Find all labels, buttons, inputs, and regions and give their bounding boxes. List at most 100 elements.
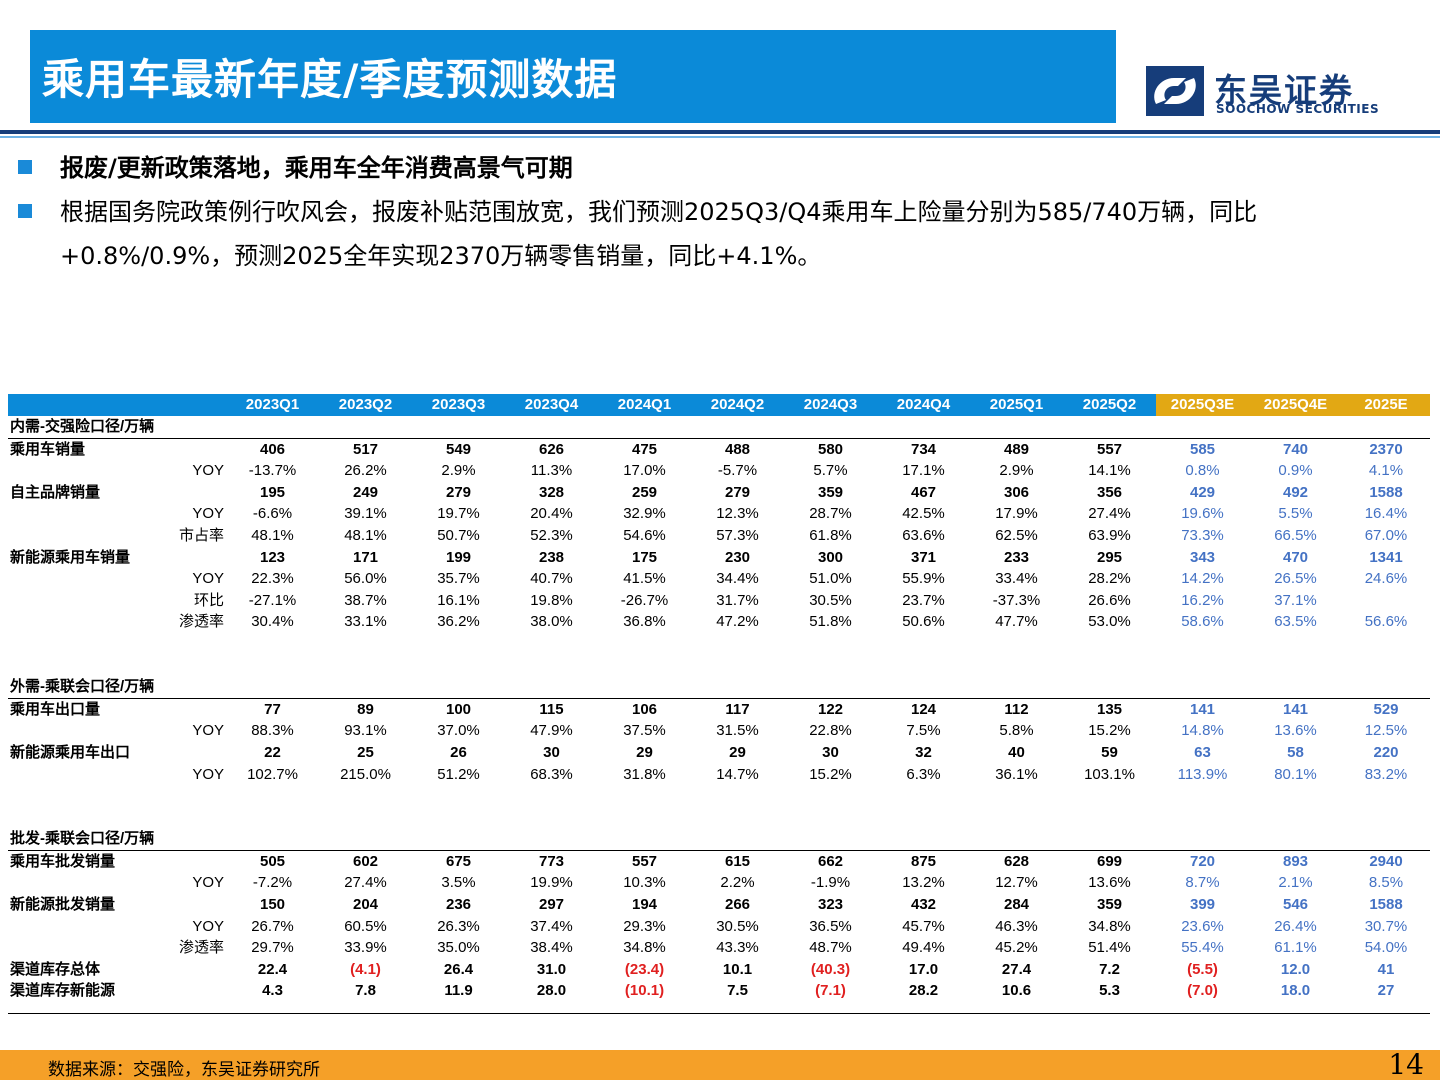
section-fill bbox=[877, 828, 970, 851]
table-cell: -26.7% bbox=[620, 591, 669, 609]
table-row bbox=[8, 655, 1430, 677]
table-cell: 141 bbox=[1282, 700, 1309, 718]
table-cell: 141 bbox=[1189, 700, 1216, 718]
table-cell: 50.6% bbox=[902, 613, 945, 631]
table-cell: 475 bbox=[631, 440, 658, 458]
table-cell: 300 bbox=[817, 548, 844, 566]
table-cell: 546 bbox=[1282, 896, 1309, 914]
table-cell: 557 bbox=[631, 852, 658, 870]
table-cell: 279 bbox=[724, 483, 751, 501]
bullet-text: 根据国务院政策例行吹风会，报废补贴范围放宽，我们预测2025Q3/Q4乘用车上险… bbox=[60, 198, 1258, 270]
row-label: 乘用车出口量 bbox=[10, 700, 101, 718]
table-cell: 171 bbox=[352, 548, 379, 566]
table-cell: 11.9 bbox=[444, 982, 473, 1000]
spacer-cell bbox=[598, 807, 691, 829]
table-cell: 30.4% bbox=[251, 613, 294, 631]
table-cell: 12.0 bbox=[1280, 960, 1311, 978]
table-cell: 32.9% bbox=[623, 505, 666, 523]
section-fill bbox=[1063, 416, 1156, 439]
section-fill bbox=[691, 828, 784, 851]
table-cell: 238 bbox=[538, 548, 565, 566]
spacer-cell bbox=[319, 655, 412, 677]
table-cell: 1588 bbox=[1369, 483, 1403, 501]
table-cell: 17.0 bbox=[908, 960, 939, 978]
table-cell: 30 bbox=[543, 743, 560, 761]
section-fill bbox=[691, 676, 784, 699]
table-cell: 517 bbox=[352, 440, 379, 458]
table-cell: 2.9% bbox=[999, 462, 1034, 480]
table-cell: 35.7% bbox=[437, 570, 480, 588]
section-fill bbox=[598, 416, 691, 439]
table-cell: 1588 bbox=[1369, 896, 1403, 914]
table-row: 渠道库存新能源 4.3 7.8 11.9 28.0 (10.1) 7.5 (7.1) 28.2 1… bbox=[8, 980, 1430, 1002]
table-cell: 24.6% bbox=[1364, 570, 1408, 588]
section-fill bbox=[784, 416, 877, 439]
table-cell: 734 bbox=[910, 440, 937, 458]
table-cell: 27 bbox=[1377, 982, 1395, 1000]
header-divider-light bbox=[0, 136, 1440, 138]
table-cell: 56.0% bbox=[344, 570, 387, 588]
table-header-cell: 2025Q2 bbox=[1063, 394, 1156, 416]
table-cell: 31.0 bbox=[536, 960, 567, 978]
spacer-cell bbox=[1156, 655, 1249, 677]
table-cell: (5.5) bbox=[1187, 960, 1218, 978]
table-cell: 103.1% bbox=[1084, 765, 1135, 783]
table-header-cell: 2024Q4 bbox=[877, 394, 970, 416]
spacer-cell bbox=[877, 807, 970, 829]
table-cell: 31.5% bbox=[716, 722, 759, 740]
table-cell: 117 bbox=[725, 700, 750, 718]
table-cell: 12.3% bbox=[716, 505, 759, 523]
table-row bbox=[8, 785, 1430, 807]
table-cell: 22.8% bbox=[809, 722, 852, 740]
spacer-cell bbox=[784, 785, 877, 807]
table-cell: 7.8 bbox=[355, 982, 376, 1000]
logo-chinese-name: 东吴证券 bbox=[1214, 71, 1354, 110]
table-cell: 233 bbox=[1003, 548, 1030, 566]
table-cell: 14.7% bbox=[716, 765, 759, 783]
table-cell: 45.7% bbox=[902, 917, 945, 935]
logo-english-name: SOOCHOW SECURITIES bbox=[1216, 102, 1380, 116]
table-cell: 359 bbox=[1096, 896, 1123, 914]
table-row: YOY -7.2% 27.4% 3.5% 19.9% 10.3% 2.2% -1.9% 13.2… bbox=[8, 872, 1430, 894]
table-cell: 7.2 bbox=[1099, 960, 1120, 978]
table-cell: 27.4% bbox=[344, 874, 387, 892]
table-header-cell: 2023Q4 bbox=[505, 394, 598, 416]
table-row: YOY 88.3% 93.1% 37.0% 47.9% 37.5% 31.5% 22.8% 7.… bbox=[8, 720, 1430, 742]
section-fill bbox=[412, 828, 505, 851]
table-cell: 55.9% bbox=[902, 570, 945, 588]
table-cell: 51.8% bbox=[809, 613, 852, 631]
table-cell: 662 bbox=[817, 852, 844, 870]
table-cell: 89 bbox=[357, 700, 374, 718]
row-sublabel: YOY bbox=[192, 570, 224, 588]
table-cell: 48.7% bbox=[809, 939, 852, 957]
table-cell: 53.0% bbox=[1088, 613, 1131, 631]
table-cell: 19.9% bbox=[530, 874, 573, 892]
spacer-cell bbox=[8, 807, 226, 829]
table-cell: 26.4% bbox=[1274, 917, 1317, 935]
section-fill bbox=[691, 416, 784, 439]
table-cell: -6.6% bbox=[252, 505, 293, 523]
section-fill bbox=[1249, 416, 1342, 439]
table-cell: 284 bbox=[1003, 896, 1030, 914]
table-cell: 150 bbox=[259, 896, 286, 914]
spacer-cell bbox=[598, 785, 691, 807]
table-cell: -7.2% bbox=[252, 874, 293, 892]
table-cell: 259 bbox=[631, 483, 658, 501]
table-cell: 230 bbox=[724, 548, 751, 566]
bullet-square-icon bbox=[18, 204, 32, 218]
table-cell: 5.8% bbox=[999, 722, 1034, 740]
table-cell: 266 bbox=[724, 896, 751, 914]
row-label: 乘用车批发销量 bbox=[10, 852, 116, 870]
table-cell: 26.4 bbox=[443, 960, 474, 978]
table-cell: (10.1) bbox=[624, 982, 665, 1000]
table-row: 新能源乘用车出口 22 25 26 30 29 29 30 32 40 59 63 58 220 bbox=[8, 742, 1430, 764]
section-fill bbox=[784, 676, 877, 699]
row-label: 新能源乘用车销量 bbox=[10, 548, 131, 566]
section-fill bbox=[784, 828, 877, 851]
section-fill bbox=[505, 676, 598, 699]
table-cell: 30.5% bbox=[716, 917, 759, 935]
table-cell: 33.9% bbox=[344, 939, 387, 957]
section-fill bbox=[226, 416, 319, 439]
table-cell: 628 bbox=[1003, 852, 1030, 870]
table-cell: 26.7% bbox=[251, 917, 294, 935]
